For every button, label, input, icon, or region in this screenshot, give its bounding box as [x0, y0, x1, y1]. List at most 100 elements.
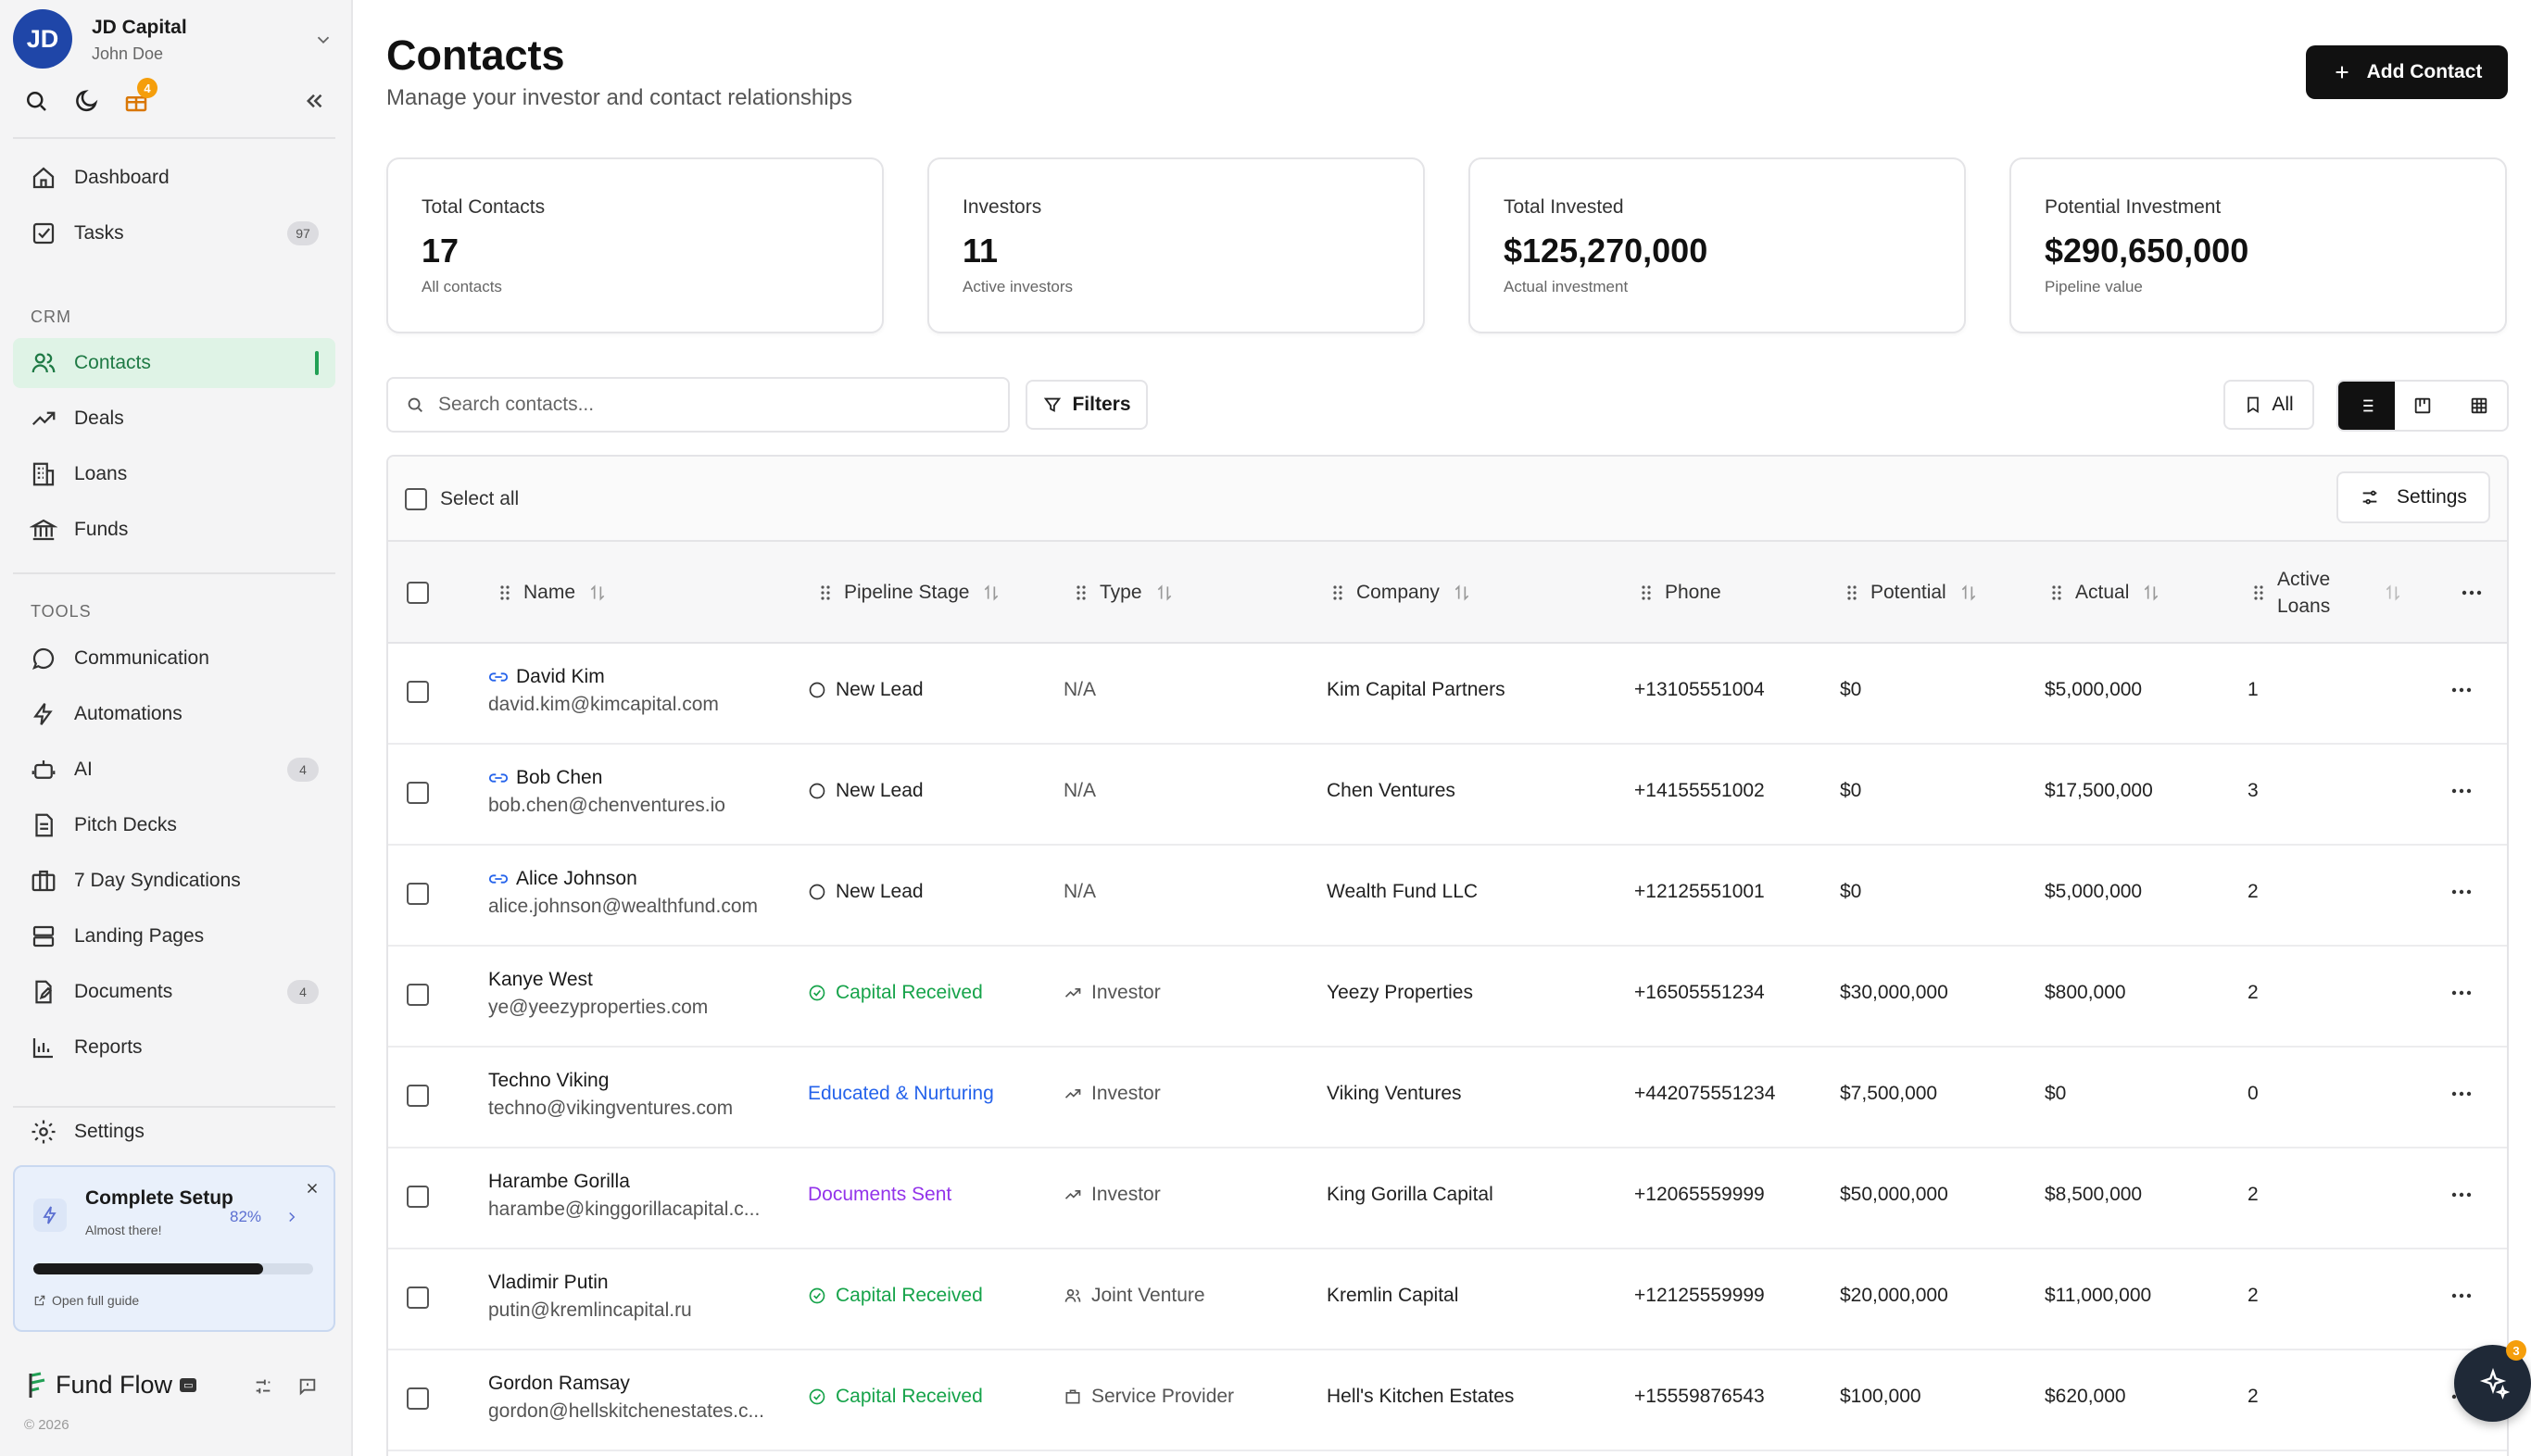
grid-view-button[interactable]: [2450, 382, 2507, 430]
column-header-active-loans[interactable]: Active Loans: [2253, 542, 2402, 644]
pipeline-stage[interactable]: Capital Received: [808, 982, 983, 1004]
sidebar-item-landing-pages[interactable]: Landing Pages: [13, 911, 335, 961]
row-checkbox[interactable]: [407, 1287, 429, 1309]
column-header-type[interactable]: Type: [1076, 542, 1174, 644]
workspace-switcher[interactable]: JD JD Capital John Doe: [13, 9, 339, 69]
row-checkbox[interactable]: [407, 782, 429, 804]
sliders-icon[interactable]: [253, 1376, 273, 1397]
contact-name[interactable]: Bob Chen: [488, 767, 602, 789]
sidebar-item-deals[interactable]: Deals: [13, 394, 335, 444]
collapse-sidebar-icon[interactable]: [300, 87, 328, 115]
row-checkbox[interactable]: [407, 1387, 429, 1410]
sidebar-item-automations[interactable]: Automations: [13, 689, 335, 739]
sidebar-item-ai[interactable]: AI 4: [13, 745, 335, 795]
sidebar-item-reports[interactable]: Reports: [13, 1023, 335, 1073]
setup-card[interactable]: Complete Setup Almost there! 82% Open fu…: [13, 1165, 335, 1332]
pipeline-stage[interactable]: New Lead: [808, 679, 924, 701]
contact-name[interactable]: Gordon Ramsay: [488, 1373, 630, 1395]
pipeline-stage[interactable]: Capital Received: [808, 1386, 983, 1408]
contact-name[interactable]: Alice Johnson: [488, 868, 637, 890]
moon-icon[interactable]: [72, 87, 100, 115]
contact-name[interactable]: Harambe Gorilla: [488, 1171, 630, 1193]
table-row[interactable]: Vladimir Putin putin@kremlincapital.ru Cap…: [388, 1249, 2507, 1350]
row-checkbox[interactable]: [407, 681, 429, 703]
sort-icon[interactable]: [1959, 583, 1978, 603]
sidebar-item-pitch-decks[interactable]: Pitch Decks: [13, 800, 335, 850]
drag-handle-icon[interactable]: [1076, 584, 1087, 602]
chevron-right-icon[interactable]: [283, 1208, 300, 1226]
sidebar-item-tasks[interactable]: Tasks 97: [13, 208, 335, 258]
feedback-icon[interactable]: [297, 1376, 318, 1397]
more-icon[interactable]: [2451, 1191, 2472, 1199]
column-options[interactable]: [2462, 542, 2482, 644]
board-view-button[interactable]: [2395, 382, 2451, 430]
sidebar-item-funds[interactable]: Funds: [13, 505, 335, 555]
contact-name[interactable]: Techno Viking: [488, 1070, 609, 1092]
pipeline-stage[interactable]: Educated & Nurturing: [808, 1083, 994, 1105]
sort-icon[interactable]: [2142, 583, 2160, 603]
close-icon[interactable]: [304, 1180, 321, 1197]
sidebar-item-loans[interactable]: Loans: [13, 449, 335, 499]
pipeline-stage[interactable]: New Lead: [808, 780, 924, 802]
search-icon[interactable]: [22, 87, 50, 115]
table-row[interactable]: Gordon Ramsay gordon@hellskitchenestates.…: [388, 1350, 2507, 1451]
sidebar-item-communication[interactable]: Communication: [13, 634, 335, 684]
select-all[interactable]: Select all: [405, 488, 519, 510]
list-view-button[interactable]: [2338, 382, 2395, 430]
drag-handle-icon[interactable]: [2253, 584, 2264, 602]
sort-icon[interactable]: [1155, 583, 1174, 603]
sort-icon[interactable]: [588, 583, 607, 603]
sort-icon[interactable]: [2384, 583, 2402, 603]
drag-handle-icon[interactable]: [1641, 584, 1652, 602]
row-checkbox[interactable]: [407, 1085, 429, 1107]
table-row[interactable]: Kanye West ye@yeezyproperties.com Capital …: [388, 947, 2507, 1048]
sidebar-item-documents[interactable]: Documents 4: [13, 967, 335, 1017]
contact-name[interactable]: Kanye West: [488, 969, 593, 991]
sidebar-item-settings[interactable]: Settings: [13, 1107, 335, 1157]
header-checkbox[interactable]: [407, 582, 429, 604]
drag-handle-icon[interactable]: [1332, 584, 1343, 602]
pipeline-stage[interactable]: Capital Received: [808, 1285, 983, 1307]
drag-handle-icon[interactable]: [1846, 584, 1857, 602]
more-icon[interactable]: [2451, 888, 2472, 896]
sidebar-item-dashboard[interactable]: Dashboard: [13, 153, 335, 203]
saved-views-button[interactable]: All: [2223, 380, 2314, 430]
sort-icon[interactable]: [982, 583, 1001, 603]
table-settings-button[interactable]: Settings: [2336, 471, 2490, 523]
drag-handle-icon[interactable]: [2051, 584, 2062, 602]
drag-handle-icon[interactable]: [499, 584, 510, 602]
gift-icon[interactable]: [122, 87, 150, 115]
sidebar-item-contacts[interactable]: Contacts: [13, 338, 335, 388]
table-row[interactable]: Bob Chen bob.chen@chenventures.io New Lead…: [388, 745, 2507, 846]
pipeline-stage[interactable]: Documents Sent: [808, 1184, 951, 1206]
add-contact-button[interactable]: Add Contact: [2306, 45, 2508, 99]
column-header-potential[interactable]: Potential: [1846, 542, 1978, 644]
sidebar-item-syndications[interactable]: 7 Day Syndications: [13, 856, 335, 906]
contact-name[interactable]: Vladimir Putin: [488, 1272, 609, 1294]
more-icon[interactable]: [2451, 686, 2472, 694]
column-header-actual[interactable]: Actual: [2051, 542, 2160, 644]
column-header-stage[interactable]: Pipeline Stage: [820, 542, 1001, 644]
more-icon[interactable]: [2451, 1090, 2472, 1098]
more-icon[interactable]: [2451, 787, 2472, 795]
search-input[interactable]: [438, 394, 957, 416]
pipeline-stage[interactable]: New Lead: [808, 881, 924, 903]
contact-name[interactable]: David Kim: [488, 666, 605, 688]
table-row[interactable]: Alice Johnson alice.johnson@wealthfund.co…: [388, 846, 2507, 947]
more-icon[interactable]: [2451, 989, 2472, 997]
table-row[interactable]: Techno Viking techno@vikingventures.com Ed…: [388, 1048, 2507, 1148]
row-checkbox[interactable]: [407, 1186, 429, 1208]
column-header-company[interactable]: Company: [1332, 542, 1471, 644]
table-row[interactable]: David Kim david.kim@kimcapital.com New Lea…: [388, 644, 2507, 745]
row-checkbox[interactable]: [407, 883, 429, 905]
table-row[interactable]: Harambe Gorilla harambe@kinggorillacapita…: [388, 1148, 2507, 1249]
more-icon[interactable]: [2451, 1292, 2472, 1299]
sort-icon[interactable]: [1453, 583, 1471, 603]
open-guide-link[interactable]: Open full guide: [33, 1293, 139, 1308]
select-all-checkbox[interactable]: [405, 488, 427, 510]
filters-button[interactable]: Filters: [1026, 380, 1148, 430]
row-checkbox[interactable]: [407, 984, 429, 1006]
drag-handle-icon[interactable]: [820, 584, 831, 602]
column-header-name[interactable]: Name: [499, 542, 607, 644]
column-header-phone[interactable]: Phone: [1641, 542, 1721, 644]
